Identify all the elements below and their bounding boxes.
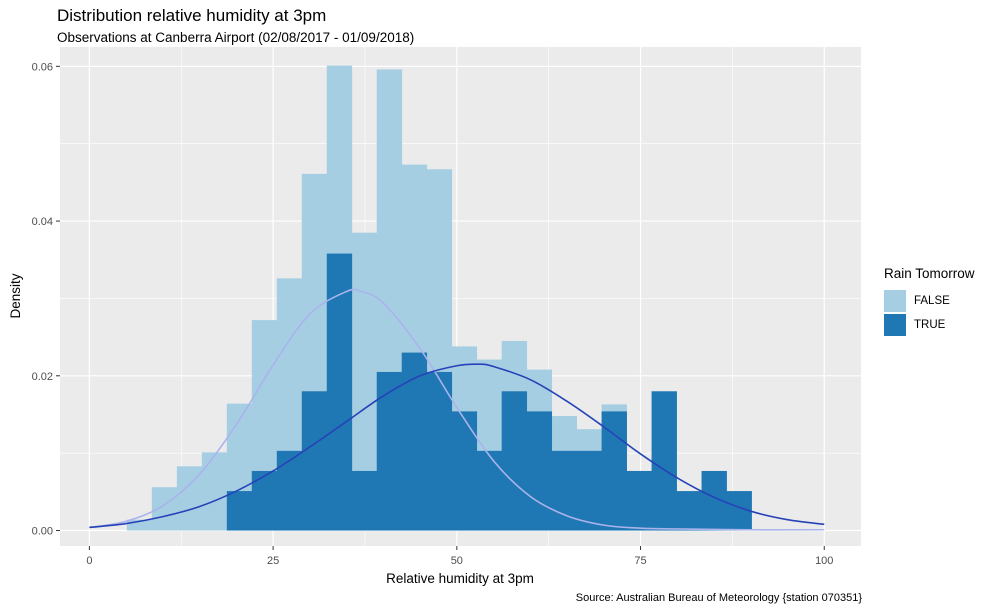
y-tick-label: 0.02 (32, 371, 53, 383)
histogram-bar-false (176, 466, 203, 531)
histogram-bar-true (576, 450, 602, 531)
histogram-bar-true (451, 411, 478, 531)
histogram-bar-true (601, 411, 627, 531)
x-tick-label: 25 (267, 555, 279, 567)
density-curve-true (89, 363, 825, 529)
histogram-bar-true (251, 470, 278, 531)
y-axis-title: Density (8, 273, 23, 318)
legend-item-false: FALSE (884, 289, 975, 313)
y-tick-label: 0.00 (32, 526, 53, 538)
density-curve-false (89, 288, 825, 531)
histogram-bar-true (626, 470, 652, 531)
legend-title: Rain Tomorrow (884, 266, 975, 281)
y-tick-label: 0.06 (32, 61, 53, 73)
histogram-bar-true (276, 450, 303, 531)
x-tick-label: 100 (815, 555, 833, 567)
histogram-bar-true (376, 371, 403, 531)
chart-subtitle: Observations at Canberra Airport (02/08/… (57, 30, 415, 45)
histogram-bar-true (651, 391, 677, 531)
x-axis-title: Relative humidity at 3pm (386, 571, 534, 586)
histogram-bar-true (501, 391, 528, 531)
x-tick-label: 0 (86, 555, 92, 567)
histogram-bar-true (526, 411, 553, 531)
histogram-bar-false (126, 519, 153, 531)
histogram-bar-true (476, 450, 503, 531)
histogram-bar-true (401, 352, 428, 531)
legend-label-false: FALSE (914, 295, 950, 307)
legend-swatch-false (884, 290, 906, 312)
chart-title: Distribution relative humidity at 3pm (57, 6, 327, 25)
histogram-bar-true (351, 470, 378, 531)
x-tick-label: 75 (634, 555, 646, 567)
legend-swatch-true (884, 314, 906, 336)
histogram-bar-true (676, 491, 702, 531)
chart-caption: Source: Australian Bureau of Meteorology… (575, 592, 862, 604)
histogram-bar-true (426, 371, 453, 531)
histogram-bar-false (201, 452, 228, 531)
legend-item-true: TRUE (884, 313, 975, 337)
legend: Rain Tomorrow FALSE TRUE (884, 266, 975, 337)
histogram-bar-true (301, 391, 328, 531)
histogram-bar-false (151, 487, 178, 531)
x-tick-label: 50 (451, 555, 463, 567)
legend-label-true: TRUE (914, 319, 946, 331)
histogram-bar-true (226, 491, 253, 531)
y-tick-label: 0.04 (32, 216, 53, 228)
